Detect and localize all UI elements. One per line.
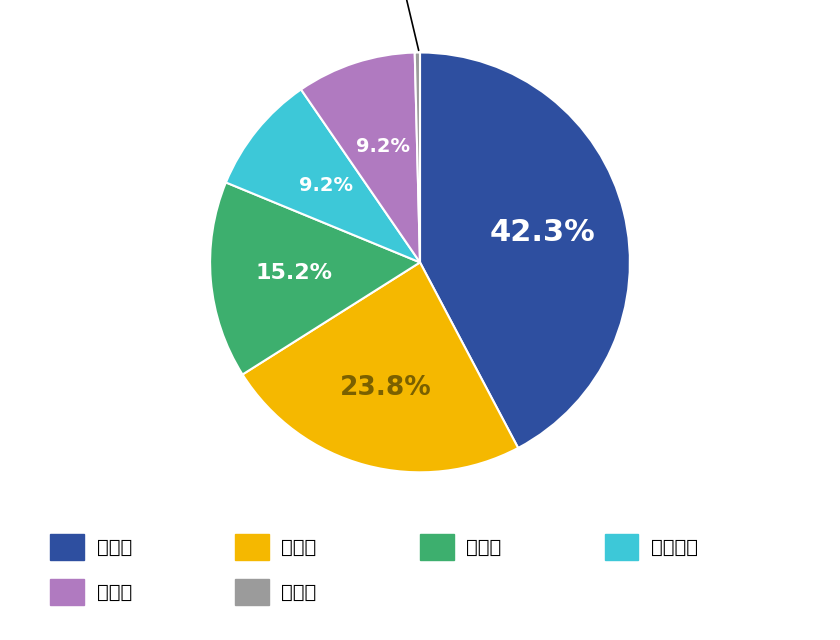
Text: 23.8%: 23.8%: [340, 375, 432, 401]
Wedge shape: [420, 52, 630, 448]
Text: 0.4%: 0.4%: [370, 0, 436, 51]
Wedge shape: [301, 52, 420, 262]
Text: 輸入車: 輸入車: [97, 582, 132, 602]
Text: スズキ: スズキ: [466, 538, 501, 557]
Wedge shape: [226, 90, 420, 262]
Wedge shape: [415, 52, 420, 262]
Text: ヤマハ: ヤマハ: [281, 538, 317, 557]
Text: 42.3%: 42.3%: [490, 218, 596, 247]
Wedge shape: [243, 262, 518, 472]
Text: 15.2%: 15.2%: [256, 262, 333, 283]
Text: その他: その他: [281, 582, 317, 602]
Text: ホンダ: ホンダ: [97, 538, 132, 557]
Wedge shape: [210, 182, 420, 374]
Text: 9.2%: 9.2%: [356, 137, 410, 156]
Text: 9.2%: 9.2%: [299, 176, 353, 195]
Text: カワサキ: カワサキ: [651, 538, 698, 557]
